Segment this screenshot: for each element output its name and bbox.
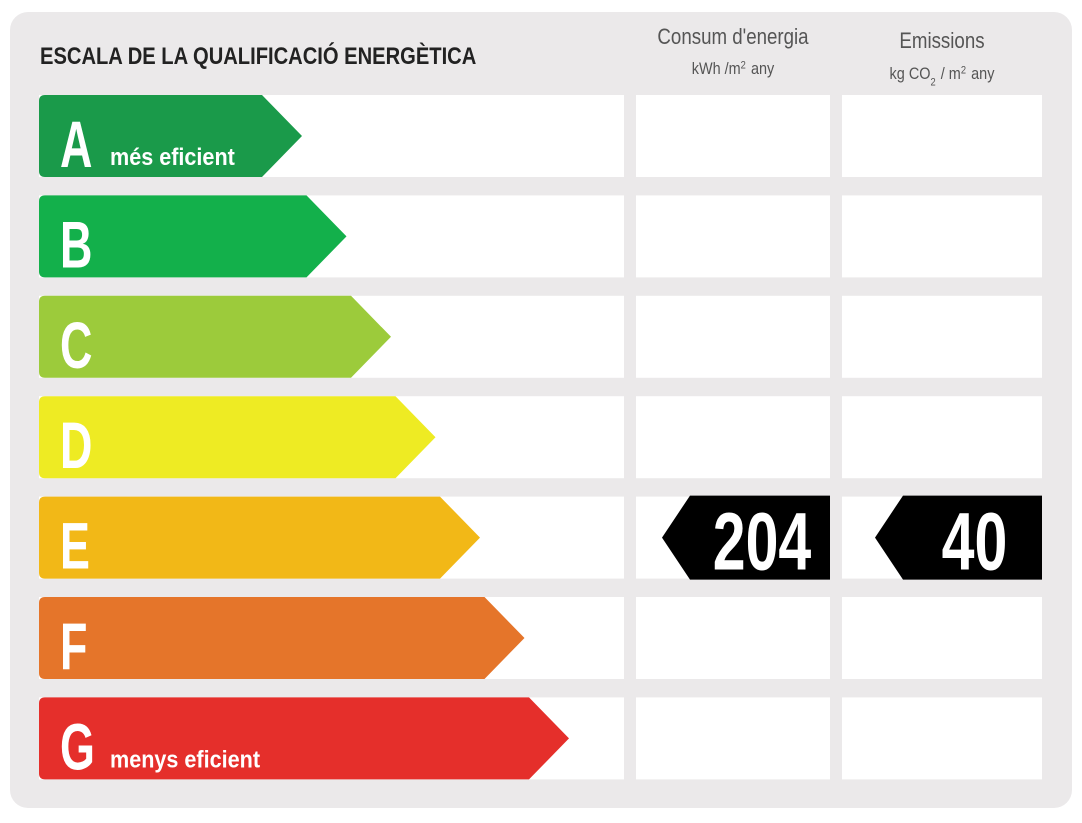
unit-part: any [971, 65, 994, 83]
class-letter: C [60, 308, 92, 382]
cell [842, 95, 1042, 177]
cell [636, 697, 830, 780]
cell [636, 396, 830, 479]
cell [842, 295, 1042, 378]
class-arrow [39, 95, 302, 177]
column-title: Consum d'energia [657, 26, 809, 50]
title: ESCALA DE LA QUALIFICACIÓ ENERGÈTICA [40, 42, 476, 69]
column-title: Emissions [899, 30, 984, 54]
rating-value: 40 [942, 496, 1008, 588]
cell [842, 195, 1042, 278]
class-letter: A [60, 107, 92, 181]
cell [842, 697, 1042, 780]
class-letter: D [60, 409, 92, 483]
class-letter: B [60, 208, 92, 282]
unit-part: any [751, 60, 774, 78]
class-letter: G [60, 710, 95, 784]
cell [636, 95, 830, 177]
class-arrow [39, 697, 569, 780]
unit-part: 2 [930, 76, 935, 88]
unit-part: kWh /m [692, 60, 741, 78]
class-label: menys eficient [110, 745, 260, 772]
unit-part: / m [941, 65, 961, 83]
class-letter: E [60, 509, 90, 583]
class-letter: F [60, 609, 87, 683]
class-arrow [39, 496, 480, 579]
cell [636, 195, 830, 278]
cell [842, 396, 1042, 479]
rating-marker [662, 495, 830, 580]
column-unit: kg CO2/ m2 any [890, 64, 995, 88]
class-arrow [39, 396, 436, 479]
class-label: més eficient [110, 143, 235, 170]
cell [842, 597, 1042, 679]
class-arrow [39, 597, 525, 679]
class-arrow [39, 295, 391, 378]
unit-part: 2 [961, 64, 966, 76]
rating-value: 204 [713, 496, 812, 588]
unit-part: kg CO [890, 65, 931, 83]
cell [636, 295, 830, 378]
column-unit: kWh /m2 any [692, 59, 775, 78]
class-arrow [39, 195, 347, 278]
cell [636, 597, 830, 679]
rating-marker [875, 495, 1042, 580]
unit-part: 2 [741, 59, 746, 71]
